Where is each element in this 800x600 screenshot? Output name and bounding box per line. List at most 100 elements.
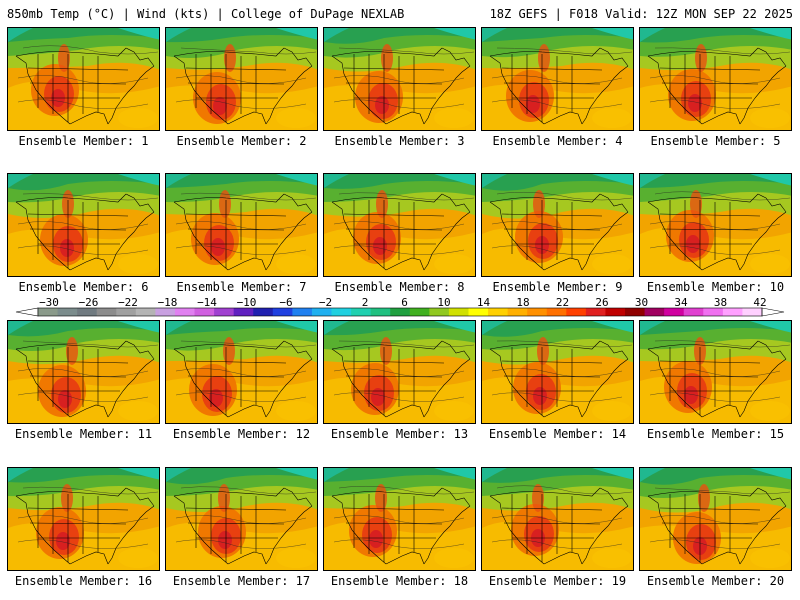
- colorbar-swatch: [625, 308, 646, 316]
- ensemble-member-map: [639, 320, 792, 424]
- colorbar-graphic: −30 −26 −22 −18 −14 −10 −6 −2 2 6 10 14 18 22 26 30 34 38…: [15, 296, 785, 317]
- ensemble-member-map: [7, 467, 160, 571]
- colorbar-swatch: [448, 308, 469, 316]
- temperature-map: [324, 321, 475, 423]
- temperature-map: [166, 28, 317, 130]
- colorbar-swatch: [664, 308, 685, 316]
- ensemble-member-label: Ensemble Member: 7: [176, 280, 307, 294]
- colorbar-swatch: [644, 308, 665, 316]
- ensemble-member-label: Ensemble Member: 1: [18, 134, 149, 148]
- colorbar-swatch: [585, 308, 606, 316]
- colorbar-swatch: [194, 308, 215, 316]
- ensemble-member-label: Ensemble Member: 4: [492, 134, 623, 148]
- ensemble-member-label: Ensemble Member: 17: [172, 574, 311, 588]
- colorbar-tick-label: 42: [753, 296, 766, 309]
- ensemble-member-label: Ensemble Member: 13: [330, 427, 469, 441]
- temperature-colorbar: −30 −26 −22 −18 −14 −10 −6 −2 2 6 10 14 18 22 26 30 34 38…: [0, 296, 800, 320]
- colorbar-swatch: [38, 308, 59, 316]
- ensemble-member-map: [7, 320, 160, 424]
- colorbar-swatch: [722, 308, 743, 316]
- temperature-map: [166, 468, 317, 570]
- colorbar-swatch: [331, 308, 352, 316]
- colorbar-swatch: [116, 308, 137, 316]
- ensemble-member-map: [7, 27, 160, 131]
- ensemble-member-map: [165, 320, 318, 424]
- temperature-map: [482, 174, 633, 276]
- colorbar-tick-label: −26: [79, 296, 99, 309]
- temperature-map: [324, 28, 475, 130]
- colorbar-swatch: [703, 308, 724, 316]
- ensemble-member-label: Ensemble Member: 18: [330, 574, 469, 588]
- temperature-map: [8, 28, 159, 130]
- colorbar-left-arrow: [15, 307, 39, 317]
- colorbar-swatch: [488, 308, 509, 316]
- temperature-map: [324, 468, 475, 570]
- ensemble-member-map: [481, 320, 634, 424]
- ensemble-member-map: [481, 27, 634, 131]
- colorbar-tick-label: 30: [635, 296, 648, 309]
- colorbar-swatch: [135, 308, 156, 316]
- colorbar-tick-label: 2: [362, 296, 369, 309]
- colorbar-swatch: [57, 308, 78, 316]
- ensemble-member-label: Ensemble Member: 3: [334, 134, 465, 148]
- ensemble-member-label: Ensemble Member: 14: [488, 427, 627, 441]
- ensemble-member-map: [639, 467, 792, 571]
- colorbar-swatch: [409, 308, 430, 316]
- temperature-map: [640, 321, 791, 423]
- ensemble-member-label: Ensemble Member: 20: [646, 574, 785, 588]
- colorbar-swatch: [429, 308, 450, 316]
- ensemble-member-label: Ensemble Member: 12: [172, 427, 311, 441]
- ensemble-member-label: Ensemble Member: 11: [14, 427, 153, 441]
- ensemble-member-label: Ensemble Member: 16: [14, 574, 153, 588]
- colorbar-tick-label: −22: [118, 296, 138, 309]
- colorbar-tick-label: 34: [674, 296, 688, 309]
- colorbar-tick-label: −30: [39, 296, 59, 309]
- colorbar-swatch: [605, 308, 626, 316]
- ensemble-member-label: Ensemble Member: 15: [646, 427, 785, 441]
- colorbar-swatch: [390, 308, 411, 316]
- colorbar-swatch: [527, 308, 548, 316]
- temperature-map: [324, 174, 475, 276]
- temperature-map: [8, 468, 159, 570]
- colorbar-outline: [37, 307, 763, 317]
- colorbar-swatch: [742, 308, 763, 316]
- ensemble-member-map: [323, 27, 476, 131]
- ensemble-member-label: Ensemble Member: 9: [492, 280, 623, 294]
- ensemble-member-map: [639, 27, 792, 131]
- colorbar-swatch: [370, 308, 391, 316]
- temperature-map: [640, 174, 791, 276]
- temperature-map: [8, 174, 159, 276]
- colorbar-swatch: [468, 308, 489, 316]
- colorbar-right-arrow: [761, 307, 785, 317]
- ensemble-member-label: Ensemble Member: 10: [646, 280, 785, 294]
- colorbar-swatch: [214, 308, 235, 316]
- colorbar-swatch: [155, 308, 176, 316]
- colorbar-swatch: [292, 308, 313, 316]
- ensemble-member-map: [481, 467, 634, 571]
- colorbar-swatch: [311, 308, 333, 316]
- temperature-map: [166, 174, 317, 276]
- colorbar-tick-label: 10: [437, 296, 450, 309]
- ensemble-member-label: Ensemble Member: 6: [18, 280, 149, 294]
- ensemble-member-map: [639, 173, 792, 277]
- colorbar-tick-label: −18: [158, 296, 178, 309]
- colorbar-swatch: [566, 308, 587, 316]
- ensemble-member-label: Ensemble Member: 5: [650, 134, 781, 148]
- ensemble-member-label: Ensemble Member: 8: [334, 280, 465, 294]
- map-title: 850mb Temp (°C) | Wind (kts) | College o…: [7, 7, 405, 21]
- ensemble-member-map: [323, 173, 476, 277]
- ensemble-member-map: [165, 27, 318, 131]
- temperature-map: [482, 321, 633, 423]
- ensemble-member-map: [481, 173, 634, 277]
- ensemble-member-map: [7, 173, 160, 277]
- colorbar-swatch: [77, 308, 98, 316]
- colorbar-tick-label: 22: [556, 296, 569, 309]
- colorbar-tick-label: −6: [279, 296, 292, 309]
- colorbar-swatch: [351, 308, 372, 316]
- colorbar-tick-label: −2: [319, 296, 332, 309]
- ensemble-member-map: [323, 320, 476, 424]
- colorbar-swatch: [233, 308, 254, 316]
- colorbar-tick-label: 18: [516, 296, 529, 309]
- temperature-map: [482, 28, 633, 130]
- ensemble-member-map: [323, 467, 476, 571]
